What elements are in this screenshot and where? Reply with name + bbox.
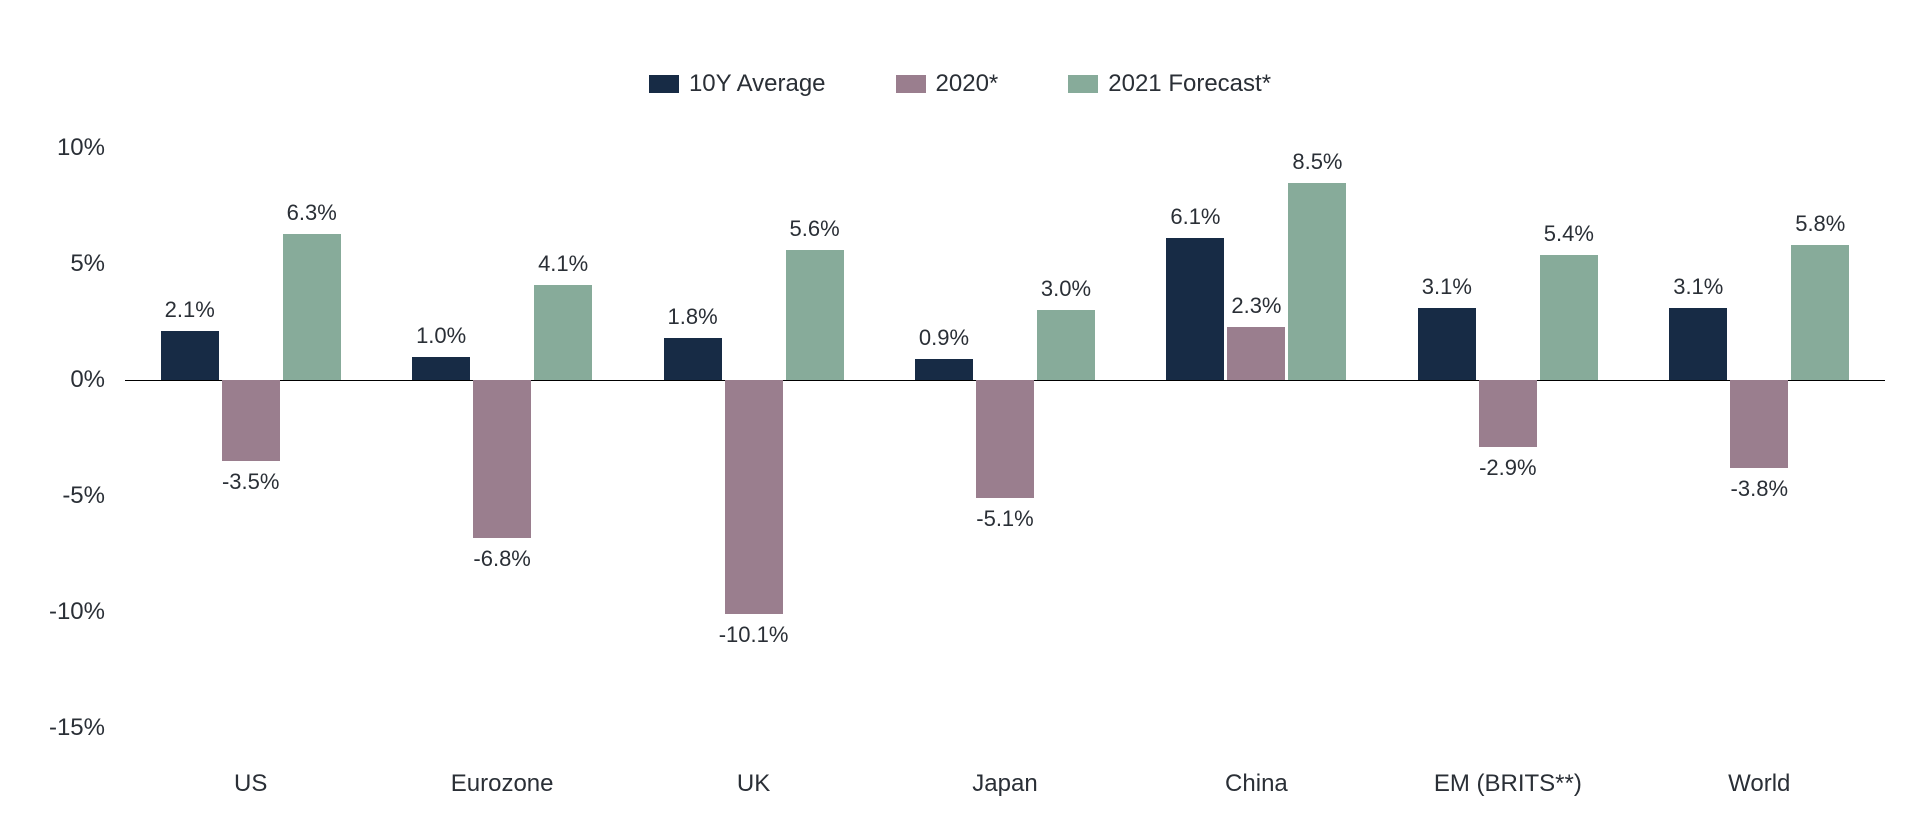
- data-label: -3.5%: [222, 469, 279, 495]
- chart-container: 10Y Average 2020* 2021 Forecast* 10% 5% 0% -5…: [0, 0, 1920, 838]
- bar: [725, 380, 783, 614]
- data-label: -3.8%: [1731, 476, 1788, 502]
- y-axis-tick-label: -15%: [5, 714, 105, 742]
- data-label: 1.8%: [667, 304, 717, 330]
- bar: [161, 331, 219, 380]
- bar: [1669, 308, 1727, 380]
- x-axis-category-label: Japan: [879, 770, 1130, 798]
- legend-swatch: [1068, 75, 1098, 93]
- x-axis-category-label: US: [125, 770, 376, 798]
- data-label: -2.9%: [1479, 455, 1536, 481]
- bar: [1479, 380, 1537, 447]
- legend: 10Y Average 2020* 2021 Forecast*: [0, 70, 1920, 98]
- legend-item: 2021 Forecast*: [1068, 70, 1271, 98]
- bar: [1166, 238, 1224, 380]
- bar: [1540, 255, 1598, 380]
- bar: [1791, 245, 1849, 380]
- y-axis-tick-label: 0%: [5, 366, 105, 394]
- x-axis-category-label: World: [1634, 770, 1885, 798]
- x-axis-category-label: UK: [628, 770, 879, 798]
- y-axis-tick-label: 10%: [5, 134, 105, 162]
- bar: [976, 380, 1034, 498]
- x-axis-category-label: Eurozone: [376, 770, 627, 798]
- data-label: 6.3%: [287, 200, 337, 226]
- data-label: 3.0%: [1041, 276, 1091, 302]
- data-label: 6.1%: [1170, 204, 1220, 230]
- bar: [1227, 327, 1285, 380]
- bar: [534, 285, 592, 380]
- data-label: 8.5%: [1292, 149, 1342, 175]
- legend-swatch: [649, 75, 679, 93]
- data-label: 5.4%: [1544, 221, 1594, 247]
- legend-label: 2020*: [936, 70, 999, 98]
- data-label: 3.1%: [1422, 274, 1472, 300]
- plot-area: 10%5%0%-5%-10%-15%US2.1%-3.5%6.3%Eurozon…: [125, 148, 1885, 728]
- legend-swatch: [896, 75, 926, 93]
- legend-item: 2020*: [896, 70, 999, 98]
- legend-label: 2021 Forecast*: [1108, 70, 1271, 98]
- bar: [664, 338, 722, 380]
- bar: [915, 359, 973, 380]
- data-label: 0.9%: [919, 325, 969, 351]
- bar: [1418, 308, 1476, 380]
- bar: [1730, 380, 1788, 468]
- data-label: -5.1%: [976, 506, 1033, 532]
- bar: [786, 250, 844, 380]
- data-label: 4.1%: [538, 251, 588, 277]
- bar: [222, 380, 280, 461]
- legend-item: 10Y Average: [649, 70, 826, 98]
- data-label: -6.8%: [473, 546, 530, 572]
- bar: [473, 380, 531, 538]
- y-axis-tick-label: 5%: [5, 250, 105, 278]
- legend-label: 10Y Average: [689, 70, 826, 98]
- data-label: 3.1%: [1673, 274, 1723, 300]
- x-axis-category-label: EM (BRITS**): [1382, 770, 1633, 798]
- y-axis-tick-label: -5%: [5, 482, 105, 510]
- bar: [1037, 310, 1095, 380]
- data-label: 5.6%: [789, 216, 839, 242]
- data-label: 1.0%: [416, 323, 466, 349]
- data-label: 2.3%: [1231, 293, 1281, 319]
- data-label: -10.1%: [719, 622, 789, 648]
- x-axis-category-label: China: [1131, 770, 1382, 798]
- bar: [283, 234, 341, 380]
- data-label: 2.1%: [165, 297, 215, 323]
- bar: [412, 357, 470, 380]
- bar: [1288, 183, 1346, 380]
- data-label: 5.8%: [1795, 211, 1845, 237]
- y-axis-tick-label: -10%: [5, 598, 105, 626]
